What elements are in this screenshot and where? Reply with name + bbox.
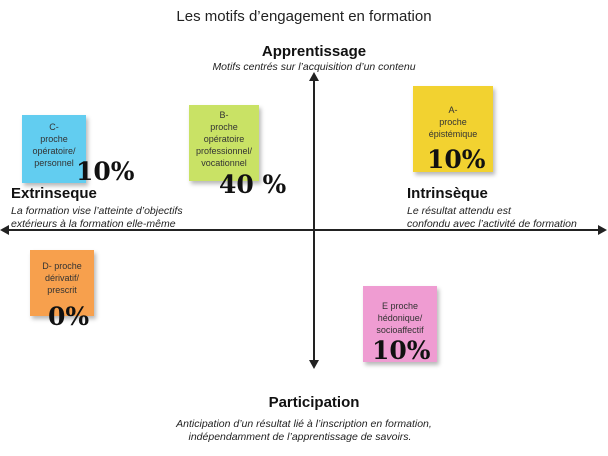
pole-right-title: Intrinsèque [407, 185, 488, 202]
sticky-note-a: A- proche épistémique [413, 86, 493, 172]
pole-left-subtitle-2: extérieurs à la formation elle-même [11, 218, 176, 230]
note-e-line: E proche [381, 301, 419, 311]
pole-left-subtitle-1: La formation vise l’atteinte d’objectifs [11, 205, 183, 217]
note-d-line: dérivatif/ [44, 273, 79, 283]
note-b-percent: 40 % [219, 170, 287, 199]
pole-right-subtitle-1: Le résultat attendu est [407, 205, 511, 217]
note-b-line: B- [219, 110, 229, 120]
note-c-percent: 10% [76, 157, 135, 186]
sticky-note-e: E proche hédonique/ socioaffectif [363, 286, 437, 362]
note-b-line: professionnel/ [195, 146, 253, 156]
sticky-note-b: B- proche opératoire professionnel/ voca… [189, 105, 259, 181]
note-e-percent: 10% [372, 336, 431, 365]
note-d-percent: 0% [48, 302, 90, 331]
note-a-percent: 10% [427, 145, 486, 174]
note-c-line: personnel [34, 158, 74, 168]
note-c-line: opératoire/ [32, 146, 76, 156]
pole-bottom-subtitle-2: indépendamment de l’apprentissage de sav… [188, 431, 412, 443]
arrow-down-icon [309, 360, 319, 369]
note-e-line: socioaffectif [376, 325, 424, 335]
arrow-left-icon [0, 225, 9, 235]
diagram-title: Les motifs d’engagement en formation [176, 8, 432, 25]
note-d-line: D- proche [42, 261, 82, 271]
note-e-line: hédonique/ [377, 313, 423, 323]
note-b-line: opératoire [203, 134, 245, 144]
arrow-right-icon [598, 225, 607, 235]
sticky-note-c: C- proche opératoire/ personnel [22, 115, 86, 183]
arrow-up-icon [309, 72, 319, 81]
note-d-line: prescrit [47, 285, 77, 295]
sticky-note-d: D- proche dérivatif/ prescrit [30, 250, 94, 316]
pole-left-title: Extrinseque [11, 185, 97, 202]
note-a-line: proche [439, 117, 467, 127]
horizontal-axis [6, 229, 602, 231]
pole-bottom-title: Participation [268, 394, 360, 411]
note-c-line: C- [49, 122, 59, 132]
note-a-line: épistémique [428, 129, 478, 139]
note-a-line: A- [448, 105, 458, 115]
note-b-line: vocationnel [201, 158, 247, 168]
pole-right-subtitle-2: confondu avec l’activité de formation [407, 218, 577, 230]
pole-bottom-subtitle-1: Anticipation d’un résultat lié à l’inscr… [176, 418, 432, 430]
vertical-axis [313, 78, 315, 362]
pole-top-title: Apprentissage [261, 43, 367, 60]
note-c-line: proche [40, 134, 68, 144]
note-b-line: proche [210, 122, 238, 132]
pole-top-subtitle: Motifs centrés sur l’acquisition d’un co… [212, 61, 416, 73]
